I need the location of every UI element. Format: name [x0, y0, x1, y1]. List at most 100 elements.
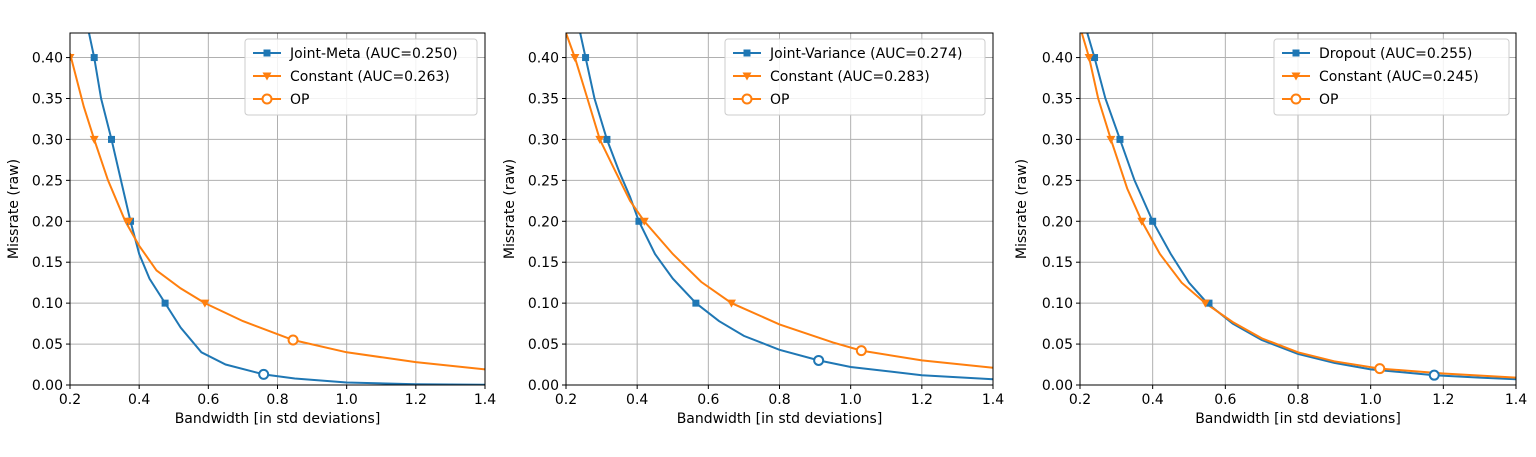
legend-label: Constant (AUC=0.263) — [290, 69, 450, 85]
x-axis-label: Bandwidth [in std deviations] — [175, 411, 381, 427]
y-tick-label: 0.40 — [528, 51, 559, 67]
op-point-marker — [813, 354, 825, 366]
legend-marker — [1290, 93, 1302, 105]
series-2-marker — [200, 299, 210, 308]
series-2-marker — [70, 54, 75, 63]
y-tick-label: 0.10 — [1042, 296, 1073, 312]
y-tick-label: 0.05 — [528, 337, 559, 353]
plot-area — [566, 33, 993, 381]
y-axis-label: Missrate (raw) — [6, 159, 22, 259]
x-tick-label: 0.2 — [59, 392, 81, 408]
x-tick-label: 0.4 — [128, 392, 150, 408]
legend: Joint-Variance (AUC=0.274) Constant (AUC=… — [724, 38, 986, 116]
legend-box — [1273, 38, 1510, 116]
x-tick-label: 1.4 — [474, 392, 496, 408]
legend-label: OP — [290, 92, 309, 108]
legend-box — [244, 38, 478, 116]
series-1-marker — [1116, 135, 1124, 143]
y-tick-label: 0.10 — [32, 296, 63, 312]
y-tick-label: 0.25 — [528, 173, 559, 189]
y-tick-label: 0.30 — [32, 132, 63, 148]
series-2-marker — [726, 299, 736, 308]
x-axis-label: Bandwidth [in std deviations] — [677, 411, 883, 427]
series-1-marker — [582, 54, 590, 62]
series-line-2 — [70, 53, 485, 371]
series-2-marker — [595, 135, 605, 144]
series-2-marker — [570, 54, 580, 63]
legend-label: OP — [1319, 92, 1338, 108]
legend-label: Constant (AUC=0.283) — [770, 69, 930, 85]
y-axis-label: Missrate (raw) — [502, 159, 518, 259]
series-line-1 — [579, 33, 993, 381]
x-tick-label: 1.2 — [1432, 392, 1454, 408]
legend: Joint-Meta (AUC=0.250) Constant (AUC=0.26… — [244, 38, 478, 116]
series-1-marker — [1091, 54, 1099, 62]
legend-label: Constant (AUC=0.245) — [1319, 69, 1479, 85]
legend-label: Joint-Variance (AUC=0.274) — [769, 46, 962, 62]
legend: Dropout (AUC=0.255) Constant (AUC=0.245) O… — [1273, 38, 1510, 116]
legend-marker — [262, 72, 272, 81]
y-tick-label: 0.40 — [1042, 51, 1073, 67]
legend-marker — [743, 49, 751, 57]
x-axis-label: Bandwidth [in std deviations] — [1195, 411, 1401, 427]
y-tick-label: 0.05 — [32, 337, 63, 353]
plot-area — [1080, 33, 1516, 381]
x-tick-label: 1.2 — [911, 392, 933, 408]
y-tick-label: 0.10 — [528, 296, 559, 312]
plot-area — [70, 33, 485, 385]
legend-label: Joint-Meta (AUC=0.250) — [289, 46, 458, 62]
x-tick-label: 1.4 — [982, 392, 1004, 408]
series-1-marker — [1149, 217, 1157, 225]
y-tick-label: 0.30 — [528, 132, 559, 148]
series-1-marker — [108, 135, 115, 143]
y-tick-label: 0.35 — [528, 91, 559, 107]
x-tick-label: 0.6 — [197, 392, 219, 408]
series-2-marker — [89, 135, 99, 144]
series-2-marker — [124, 217, 134, 226]
legend-marker — [263, 49, 271, 57]
series-1-marker — [90, 54, 98, 62]
x-tick-label: 0.2 — [1069, 392, 1091, 408]
x-tick-label: 0.4 — [1142, 392, 1164, 408]
op-point-marker — [855, 345, 867, 357]
op-point-marker — [258, 368, 270, 380]
series-1-marker — [692, 299, 700, 307]
x-tick-label: 0.6 — [697, 392, 719, 408]
series-1-marker — [603, 135, 611, 143]
x-tick-label: 1.0 — [1360, 392, 1382, 408]
x-tick-label: 1.0 — [840, 392, 862, 408]
series-2-marker — [1084, 54, 1094, 63]
op-point-marker — [287, 334, 299, 346]
y-tick-label: 0.30 — [1042, 132, 1073, 148]
op-point-marker — [1428, 369, 1440, 381]
op-point-marker — [1374, 363, 1386, 375]
legend-marker — [1292, 49, 1300, 57]
x-tick-label: 0.2 — [555, 392, 577, 408]
x-tick-label: 1.4 — [1505, 392, 1527, 408]
series-line-2 — [1080, 33, 1516, 379]
chart-panel-2: 0.2 0.4 0.6 0.8 1.0 1.2 1.4 0.00 0.05 0.10 0.15 0.2… — [502, 32, 1004, 427]
series-2-marker — [1137, 217, 1147, 226]
y-tick-label: 0.35 — [32, 91, 63, 107]
y-tick-label: 0.40 — [32, 51, 63, 67]
series-2-marker — [639, 217, 649, 226]
legend-box — [724, 38, 986, 116]
x-tick-label: 1.0 — [336, 392, 358, 408]
legend-marker — [742, 72, 752, 81]
x-tick-label: 1.2 — [405, 392, 427, 408]
chart-panel-3: 0.2 0.4 0.6 0.8 1.0 1.2 1.4 0.00 0.05 0.10 0.15 0.2… — [1014, 32, 1527, 427]
y-tick-label: 0.15 — [32, 255, 63, 271]
y-tick-label: 0.35 — [1042, 91, 1073, 107]
y-tick-label: 0.25 — [32, 173, 63, 189]
x-tick-label: 0.8 — [768, 392, 790, 408]
legend-marker — [741, 93, 753, 105]
y-tick-label: 0.20 — [528, 214, 559, 230]
series-2-marker — [1200, 299, 1210, 308]
chart-panel-1: 0.2 0.4 0.6 0.8 1.0 1.2 1.4 0.00 0.05 0.10 0.15 0.2… — [6, 32, 496, 427]
y-tick-label: 0.05 — [1042, 337, 1073, 353]
y-tick-label: 0.00 — [32, 378, 63, 394]
y-tick-label: 0.00 — [1042, 378, 1073, 394]
y-axis-label: Missrate (raw) — [1014, 159, 1030, 259]
y-tick-label: 0.00 — [528, 378, 559, 394]
x-tick-label: 0.8 — [266, 392, 288, 408]
